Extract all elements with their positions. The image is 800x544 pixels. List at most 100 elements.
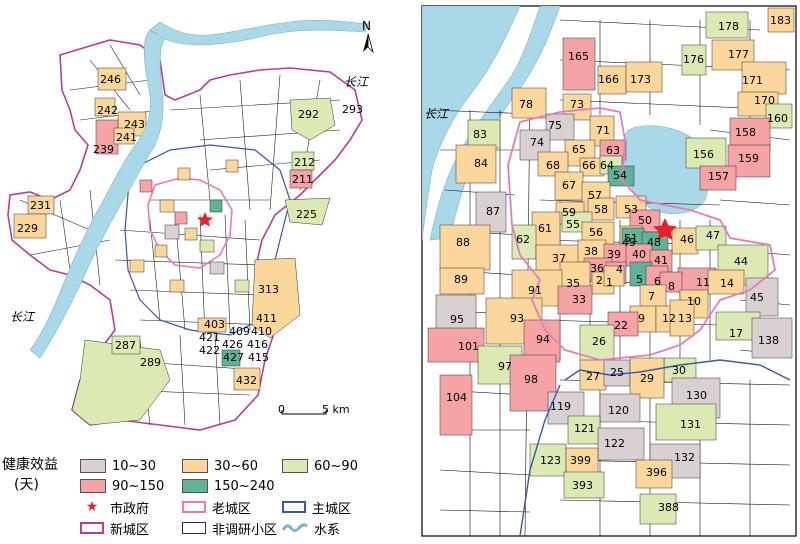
district-label: 50 bbox=[638, 214, 652, 227]
district-label: 53 bbox=[624, 203, 638, 216]
district-label: 393 bbox=[572, 479, 593, 492]
district-label: 65 bbox=[572, 143, 586, 156]
district-label: 183 bbox=[770, 14, 791, 27]
district-label: 38 bbox=[584, 245, 598, 258]
district-label: 177 bbox=[728, 48, 749, 61]
district-label: 46 bbox=[680, 233, 694, 246]
legend-label-old-city: 老城区 bbox=[212, 501, 252, 517]
legend-title: 健康效益 bbox=[2, 457, 58, 473]
new-city-line-icon bbox=[80, 522, 104, 534]
legend-label-10-30: 10~30 bbox=[112, 458, 156, 474]
water-wave-icon bbox=[282, 523, 308, 532]
overview-river-label-east: 长江 bbox=[344, 75, 370, 89]
district-label: 132 bbox=[674, 451, 695, 464]
swatch-90-150 bbox=[80, 479, 106, 493]
district-label: 35 bbox=[566, 277, 580, 290]
legend-item-non-survey: 非调研小区 bbox=[182, 519, 278, 538]
district-label: 61 bbox=[538, 222, 552, 235]
non-survey-box-icon bbox=[182, 522, 206, 534]
district-label: 55 bbox=[566, 218, 580, 231]
district-label: 97 bbox=[498, 360, 512, 373]
detail-old-city-boundary bbox=[507, 107, 776, 361]
district-label: 173 bbox=[630, 73, 651, 86]
district-label: 6 bbox=[654, 275, 661, 288]
district-label: 101 bbox=[458, 340, 479, 353]
district-label: 211 bbox=[292, 173, 313, 186]
district-label: 54 bbox=[613, 169, 627, 182]
district-label: 13 bbox=[678, 312, 692, 325]
legend-item-city-hall: ★ 市政府 bbox=[80, 498, 149, 517]
district-label: 411 bbox=[256, 312, 277, 325]
district-label: 130 bbox=[686, 389, 707, 402]
district-label: 4 bbox=[616, 263, 623, 276]
overview-city-hall-marker bbox=[197, 212, 213, 227]
scale-zero-label: 0 bbox=[278, 403, 285, 416]
old-city-line-icon bbox=[182, 501, 206, 513]
district-label: 178 bbox=[718, 20, 739, 33]
district-label: 165 bbox=[568, 50, 589, 63]
district-label: 170 bbox=[754, 94, 775, 107]
district-label: 56 bbox=[589, 226, 603, 239]
district-label: 231 bbox=[30, 199, 51, 212]
district-label: 229 bbox=[17, 222, 38, 235]
district-label: 176 bbox=[683, 53, 704, 66]
legend-label-main-city: 主城区 bbox=[312, 501, 352, 517]
district-label: 95 bbox=[450, 313, 464, 326]
district-label: 84 bbox=[474, 157, 488, 170]
district-label: 68 bbox=[546, 159, 560, 172]
district-label: 59 bbox=[562, 206, 576, 219]
swatch-60-90 bbox=[282, 459, 308, 473]
district-label: 427 bbox=[223, 351, 244, 364]
district-label: 9 bbox=[638, 312, 645, 325]
star-icon: ★ bbox=[85, 499, 99, 515]
district-label: 166 bbox=[598, 73, 619, 86]
district-label: 292 bbox=[298, 108, 319, 121]
district-label: 8 bbox=[668, 280, 675, 293]
district-label: 47 bbox=[706, 229, 720, 242]
district-label: 122 bbox=[604, 437, 625, 450]
district-label: 241 bbox=[116, 131, 137, 144]
legend-item-90-150: 90~150 bbox=[80, 477, 164, 495]
swatch-10-30 bbox=[80, 459, 106, 473]
district-label: 388 bbox=[658, 501, 679, 514]
legend-item-water: 水系 bbox=[282, 519, 341, 538]
district-label: 225 bbox=[296, 208, 317, 221]
district-label: 67 bbox=[562, 179, 576, 192]
district-label: 87 bbox=[486, 205, 500, 218]
legend-label-non-survey: 非调研小区 bbox=[212, 522, 278, 538]
district-label: 93 bbox=[510, 312, 524, 325]
district-label: 416 bbox=[247, 338, 268, 351]
district-label: 58 bbox=[594, 203, 608, 216]
district-label: 287 bbox=[115, 339, 136, 352]
district-label: 158 bbox=[735, 126, 756, 139]
district-label: 289 bbox=[140, 356, 161, 369]
district-label: 48 bbox=[647, 236, 661, 249]
scale-distance-label: 5 km bbox=[322, 403, 350, 416]
district-label: 410 bbox=[251, 325, 272, 338]
scale-bar: 0 5 km bbox=[278, 403, 350, 416]
district-label: 40 bbox=[632, 248, 646, 261]
district-label: 89 bbox=[454, 273, 468, 286]
district-label: 293 bbox=[342, 103, 363, 116]
district-label: 409 bbox=[229, 325, 250, 338]
district-label: 313 bbox=[258, 283, 279, 296]
legend-label-water: 水系 bbox=[314, 522, 341, 538]
swatch-30-60 bbox=[182, 459, 208, 473]
overview-patches bbox=[13, 67, 336, 426]
district-label: 51 bbox=[624, 232, 638, 245]
swatch-150-240 bbox=[182, 479, 208, 493]
district-label: 27 bbox=[586, 370, 600, 383]
legend-unit: (天) bbox=[14, 477, 39, 493]
legend-item-60-90: 60~90 bbox=[282, 457, 358, 475]
district-label: 121 bbox=[574, 422, 595, 435]
district-label: 104 bbox=[446, 391, 467, 404]
district-label: 88 bbox=[456, 236, 470, 249]
district-label: 156 bbox=[693, 148, 714, 161]
district-label: 25 bbox=[610, 366, 624, 379]
district-label: 415 bbox=[248, 351, 269, 364]
district-label: 422 bbox=[199, 344, 220, 357]
legend-label-150-240: 150~240 bbox=[214, 478, 275, 494]
detail-patches bbox=[427, 7, 795, 525]
